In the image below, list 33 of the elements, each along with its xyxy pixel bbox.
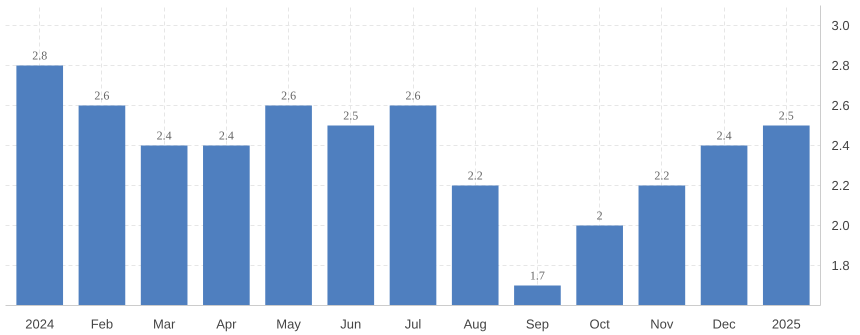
data-label: 2.6 bbox=[281, 88, 296, 102]
x-tick-label: Feb bbox=[90, 316, 114, 332]
x-tick-label: Mar bbox=[152, 316, 176, 332]
data-label: 1.7 bbox=[530, 268, 545, 282]
x-tick-label: Jun bbox=[340, 316, 362, 332]
x-tick-label: Nov bbox=[650, 316, 674, 332]
data-label: 2.6 bbox=[406, 88, 420, 102]
data-label: 2 bbox=[596, 208, 603, 222]
y-tick-label: 2.2 bbox=[832, 178, 850, 193]
x-tick-label: Apr bbox=[216, 316, 238, 332]
y-tick-label: 3.0 bbox=[832, 18, 850, 33]
x-tick-label: Sep bbox=[526, 316, 550, 332]
data-label: 2.6 bbox=[94, 88, 110, 102]
y-tick-label: 2.8 bbox=[832, 58, 850, 73]
data-label: 2.4 bbox=[218, 128, 234, 142]
x-tick-label: May bbox=[276, 316, 302, 332]
x-tick-label: Jul bbox=[404, 316, 422, 332]
y-tick-label: 2.6 bbox=[832, 98, 850, 113]
data-label: 2.5 bbox=[778, 108, 794, 122]
y-tick-label: 2.4 bbox=[832, 138, 850, 153]
data-label: 2.2 bbox=[654, 168, 670, 182]
data-label: 2.4 bbox=[716, 128, 732, 142]
data-label: 2.5 bbox=[343, 108, 358, 122]
x-tick-label: 2024 bbox=[25, 316, 54, 332]
y-tick-label: 2.0 bbox=[832, 218, 850, 233]
x-tick-label: 2025 bbox=[772, 316, 801, 332]
data-label: 2.4 bbox=[156, 128, 172, 142]
x-tick-label: Oct bbox=[590, 316, 610, 332]
x-tick-label: Dec bbox=[712, 316, 736, 332]
x-tick-label: Aug bbox=[464, 316, 487, 332]
y-tick-label: 1.8 bbox=[832, 258, 850, 273]
data-label: 2.2 bbox=[468, 168, 483, 182]
data-label: 2.8 bbox=[32, 48, 48, 62]
